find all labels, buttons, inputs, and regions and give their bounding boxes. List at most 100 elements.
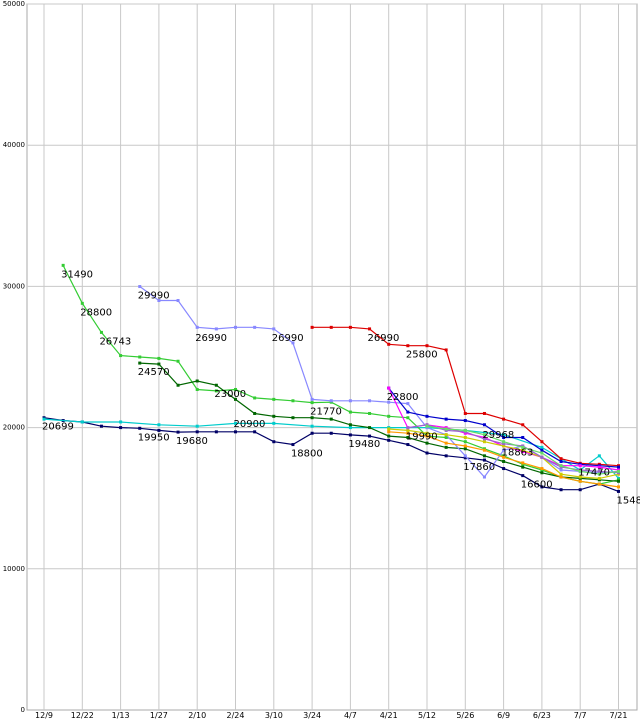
data-point (540, 456, 543, 459)
data-point (521, 474, 524, 477)
data-label: 24570 (138, 367, 170, 378)
data-point (349, 326, 352, 329)
data-point (483, 412, 486, 415)
data-point (406, 443, 409, 446)
data-point (311, 398, 314, 401)
x-tick-label: 7/21 (610, 711, 628, 720)
data-point (387, 435, 390, 438)
data-point (196, 425, 199, 428)
data-point (560, 464, 563, 467)
data-point (349, 426, 352, 429)
data-label: 17470 (578, 467, 610, 478)
data-point (617, 480, 620, 483)
x-tick-label: 4/21 (380, 711, 398, 720)
grid-layer (27, 4, 637, 710)
data-point (138, 427, 141, 430)
x-tick-label: 1/27 (150, 711, 168, 720)
data-point (464, 429, 467, 432)
data-point (272, 415, 275, 418)
data-point (406, 344, 409, 347)
data-point (81, 302, 84, 305)
data-label: 15480 (617, 495, 640, 506)
data-label: 20699 (42, 422, 74, 433)
x-tick-label: 2/24 (227, 711, 245, 720)
x-tick-label: 2/10 (188, 711, 206, 720)
y-tick-label: 30000 (3, 282, 25, 290)
data-point (464, 436, 467, 439)
data-point (426, 452, 429, 455)
data-label: 19990 (406, 432, 438, 443)
data-label: 21770 (310, 407, 342, 418)
data-label: 26990 (272, 333, 304, 344)
data-point (560, 460, 563, 463)
data-point (157, 357, 160, 360)
data-point (196, 326, 199, 329)
y-tick-label: 50000 (3, 0, 25, 8)
data-point (445, 418, 448, 421)
data-point (368, 399, 371, 402)
data-point (579, 488, 582, 491)
data-point (387, 428, 390, 431)
data-point (177, 360, 180, 363)
data-label: 29968 (482, 430, 514, 441)
y-tick-label: 40000 (3, 141, 25, 149)
data-point (253, 396, 256, 399)
x-tick-label: 3/10 (265, 711, 283, 720)
data-point (617, 490, 620, 493)
data-point (445, 348, 448, 351)
data-label: 19480 (348, 439, 380, 450)
data-point (157, 363, 160, 366)
data-point (426, 415, 429, 418)
data-point (540, 446, 543, 449)
data-label: 19950 (138, 432, 170, 443)
data-point (349, 399, 352, 402)
data-point (560, 457, 563, 460)
data-point (368, 327, 371, 330)
data-point (215, 327, 218, 330)
data-point (138, 362, 141, 365)
data-point (272, 440, 275, 443)
x-tick-label: 12/22 (71, 711, 94, 720)
data-point (311, 425, 314, 428)
data-label: 19680 (176, 436, 208, 447)
x-tick-label: 6/9 (497, 711, 510, 720)
data-point (483, 476, 486, 479)
data-point (483, 449, 486, 452)
data-point (464, 412, 467, 415)
data-point (483, 423, 486, 426)
y-tick-label: 20000 (3, 424, 25, 432)
plot-frame (27, 4, 637, 710)
data-point (368, 426, 371, 429)
data-label: 26990 (368, 333, 400, 344)
data-point (406, 416, 409, 419)
data-label: 22800 (387, 392, 419, 403)
data-point (100, 425, 103, 428)
data-point (330, 399, 333, 402)
data-point (234, 430, 237, 433)
data-point (81, 420, 84, 423)
data-point (253, 412, 256, 415)
data-point (291, 399, 294, 402)
data-label: 23000 (214, 389, 246, 400)
data-point (445, 433, 448, 436)
data-point (291, 443, 294, 446)
data-point (502, 467, 505, 470)
data-point (43, 418, 46, 421)
data-point (560, 488, 563, 491)
data-point (119, 420, 122, 423)
data-point (387, 430, 390, 433)
data-point (445, 428, 448, 431)
data-point (234, 326, 237, 329)
data-label: 16600 (521, 480, 553, 491)
data-point (560, 473, 563, 476)
data-point (177, 431, 180, 434)
data-point (368, 435, 371, 438)
data-point (387, 439, 390, 442)
data-point (540, 449, 543, 452)
data-point (598, 483, 601, 486)
data-point (521, 423, 524, 426)
data-label: 26990 (195, 333, 227, 344)
data-label: 31490 (61, 269, 93, 280)
